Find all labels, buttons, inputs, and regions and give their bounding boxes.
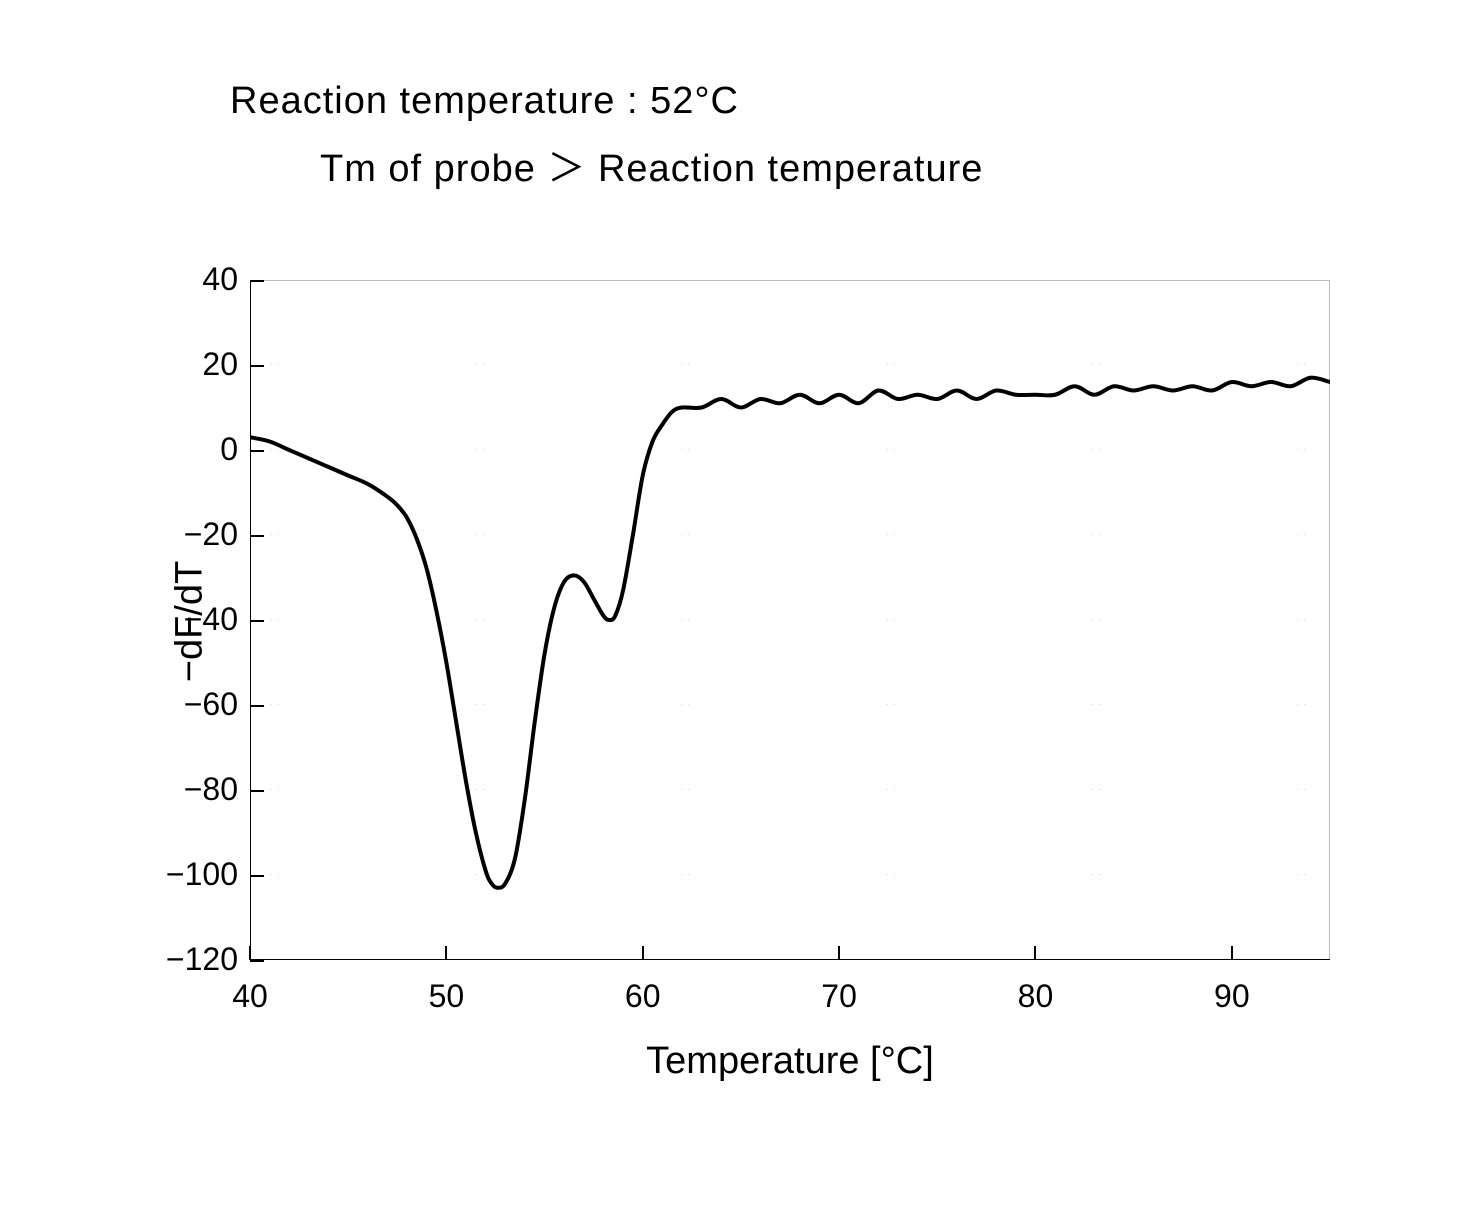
curve-path	[250, 378, 1330, 888]
melting-curve-figure: Reaction temperature : 52°C Tm of probe …	[40, 40, 1443, 1181]
curve-svg	[40, 40, 1443, 1181]
